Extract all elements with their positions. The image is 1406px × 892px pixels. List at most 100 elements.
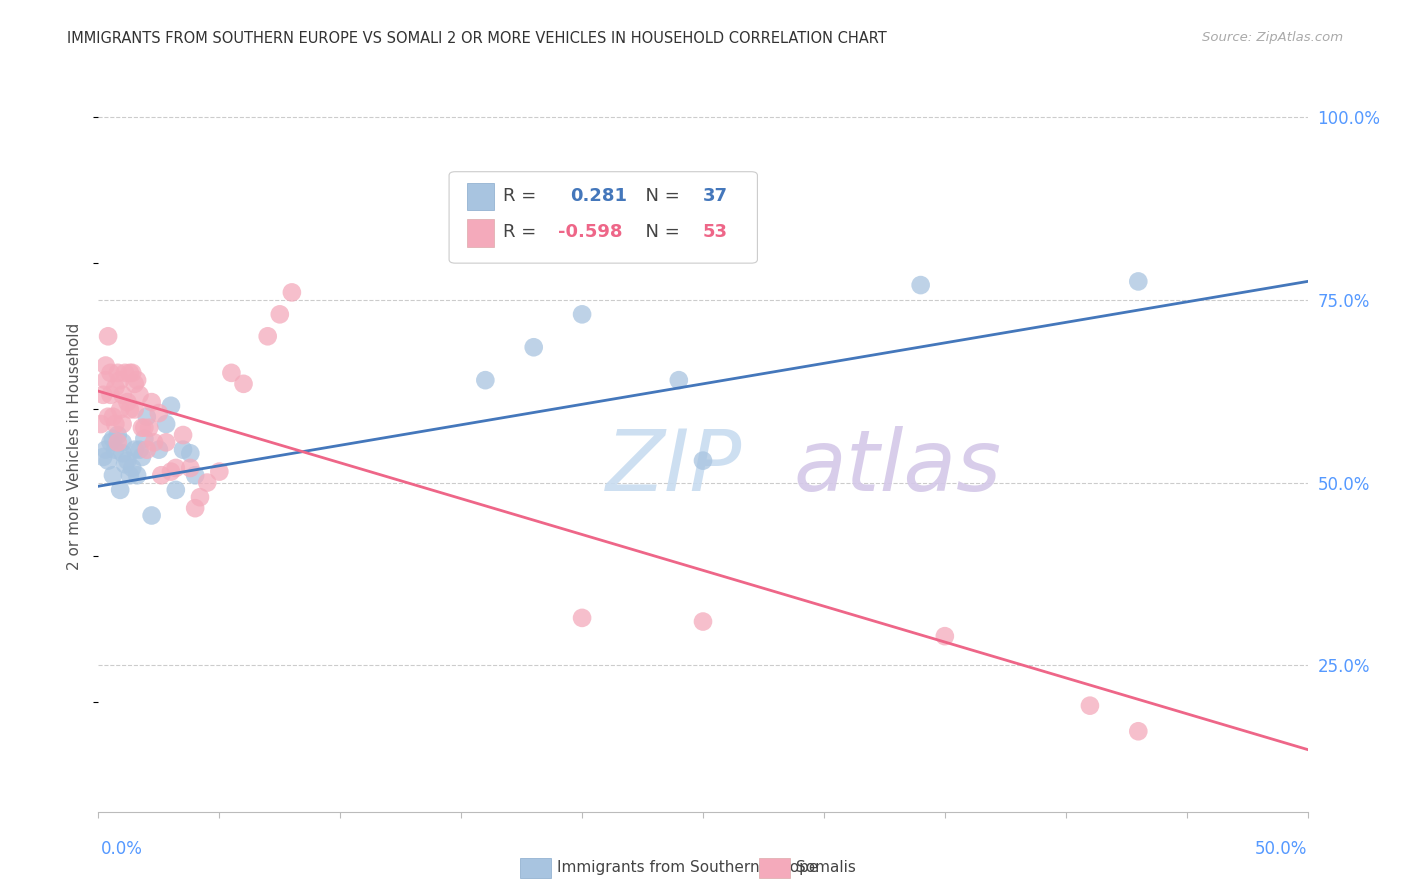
Point — [281, 285, 304, 300]
Point — [523, 340, 546, 354]
Point — [117, 453, 139, 467]
Point — [143, 435, 166, 450]
Point — [474, 373, 496, 387]
Point — [165, 483, 187, 497]
Point — [104, 442, 127, 457]
Point — [135, 442, 157, 457]
Point — [135, 409, 157, 424]
Text: Source: ZipAtlas.com: Source: ZipAtlas.com — [1202, 31, 1343, 45]
Point — [128, 388, 150, 402]
FancyBboxPatch shape — [449, 171, 758, 263]
Point — [692, 453, 714, 467]
Point — [127, 373, 149, 387]
Text: R =: R = — [503, 186, 548, 205]
Point — [111, 388, 134, 402]
Text: N =: N = — [634, 186, 686, 205]
Point — [104, 417, 127, 431]
Point — [118, 402, 141, 417]
Text: atlas: atlas — [793, 426, 1001, 509]
Point — [1128, 724, 1150, 739]
Point — [97, 329, 120, 343]
Text: IMMIGRANTS FROM SOUTHERN EUROPE VS SOMALI 2 OR MORE VEHICLES IN HOUSEHOLD CORREL: IMMIGRANTS FROM SOUTHERN EUROPE VS SOMAL… — [67, 31, 887, 46]
FancyBboxPatch shape — [467, 219, 494, 247]
Point — [114, 366, 136, 380]
Point — [100, 388, 122, 402]
Point — [155, 417, 177, 431]
Point — [117, 395, 139, 409]
Point — [111, 435, 134, 450]
Point — [108, 373, 131, 387]
Point — [165, 461, 187, 475]
Point — [619, 242, 641, 256]
Point — [131, 421, 153, 435]
Y-axis label: 2 or more Vehicles in Household: 2 or more Vehicles in Household — [67, 322, 83, 570]
Point — [101, 468, 124, 483]
Point — [160, 399, 183, 413]
Point — [160, 465, 183, 479]
Point — [121, 366, 143, 380]
Point — [134, 421, 156, 435]
Point — [100, 366, 122, 380]
Point — [97, 409, 120, 424]
Point — [148, 406, 170, 420]
Point — [172, 428, 194, 442]
Point — [104, 380, 127, 394]
Point — [134, 432, 156, 446]
Point — [188, 490, 211, 504]
Point — [195, 475, 218, 490]
Point — [124, 402, 146, 417]
Point — [150, 468, 173, 483]
Text: 37: 37 — [703, 186, 728, 205]
Text: 0.0%: 0.0% — [101, 840, 143, 858]
Point — [108, 483, 131, 497]
Point — [111, 446, 134, 460]
Point — [128, 442, 150, 457]
Point — [571, 611, 593, 625]
Point — [107, 435, 129, 450]
Point — [90, 417, 112, 431]
FancyBboxPatch shape — [467, 183, 494, 211]
Point — [127, 468, 149, 483]
Point — [118, 468, 141, 483]
Point — [94, 442, 117, 457]
Point — [221, 366, 243, 380]
Point — [692, 615, 714, 629]
Text: 53: 53 — [703, 223, 728, 242]
Point — [114, 457, 136, 471]
Point — [124, 376, 146, 391]
Point — [141, 395, 163, 409]
Point — [155, 435, 177, 450]
Point — [1078, 698, 1101, 713]
Point — [668, 373, 690, 387]
Text: Somalis: Somalis — [796, 861, 856, 875]
Point — [138, 421, 160, 435]
Point — [97, 453, 120, 467]
Point — [179, 446, 201, 460]
Text: -0.598: -0.598 — [558, 223, 623, 242]
Point — [141, 508, 163, 523]
Point — [571, 307, 593, 321]
Point — [179, 461, 201, 475]
Point — [91, 388, 114, 402]
Point — [101, 432, 124, 446]
Point — [100, 435, 122, 450]
Point — [94, 373, 117, 387]
Point — [256, 329, 278, 343]
Point — [111, 417, 134, 431]
Point — [910, 278, 932, 293]
Point — [107, 428, 129, 442]
Text: Immigrants from Southern Europe: Immigrants from Southern Europe — [557, 861, 818, 875]
Text: R =: R = — [503, 223, 543, 242]
Text: N =: N = — [634, 223, 686, 242]
Point — [208, 465, 231, 479]
Text: ZIP: ZIP — [606, 426, 742, 509]
Point — [107, 366, 129, 380]
Point — [184, 468, 207, 483]
Point — [108, 402, 131, 417]
Point — [131, 450, 153, 464]
Point — [148, 442, 170, 457]
Point — [124, 442, 146, 457]
Point — [101, 409, 124, 424]
Text: 50.0%: 50.0% — [1256, 840, 1308, 858]
Point — [232, 376, 254, 391]
